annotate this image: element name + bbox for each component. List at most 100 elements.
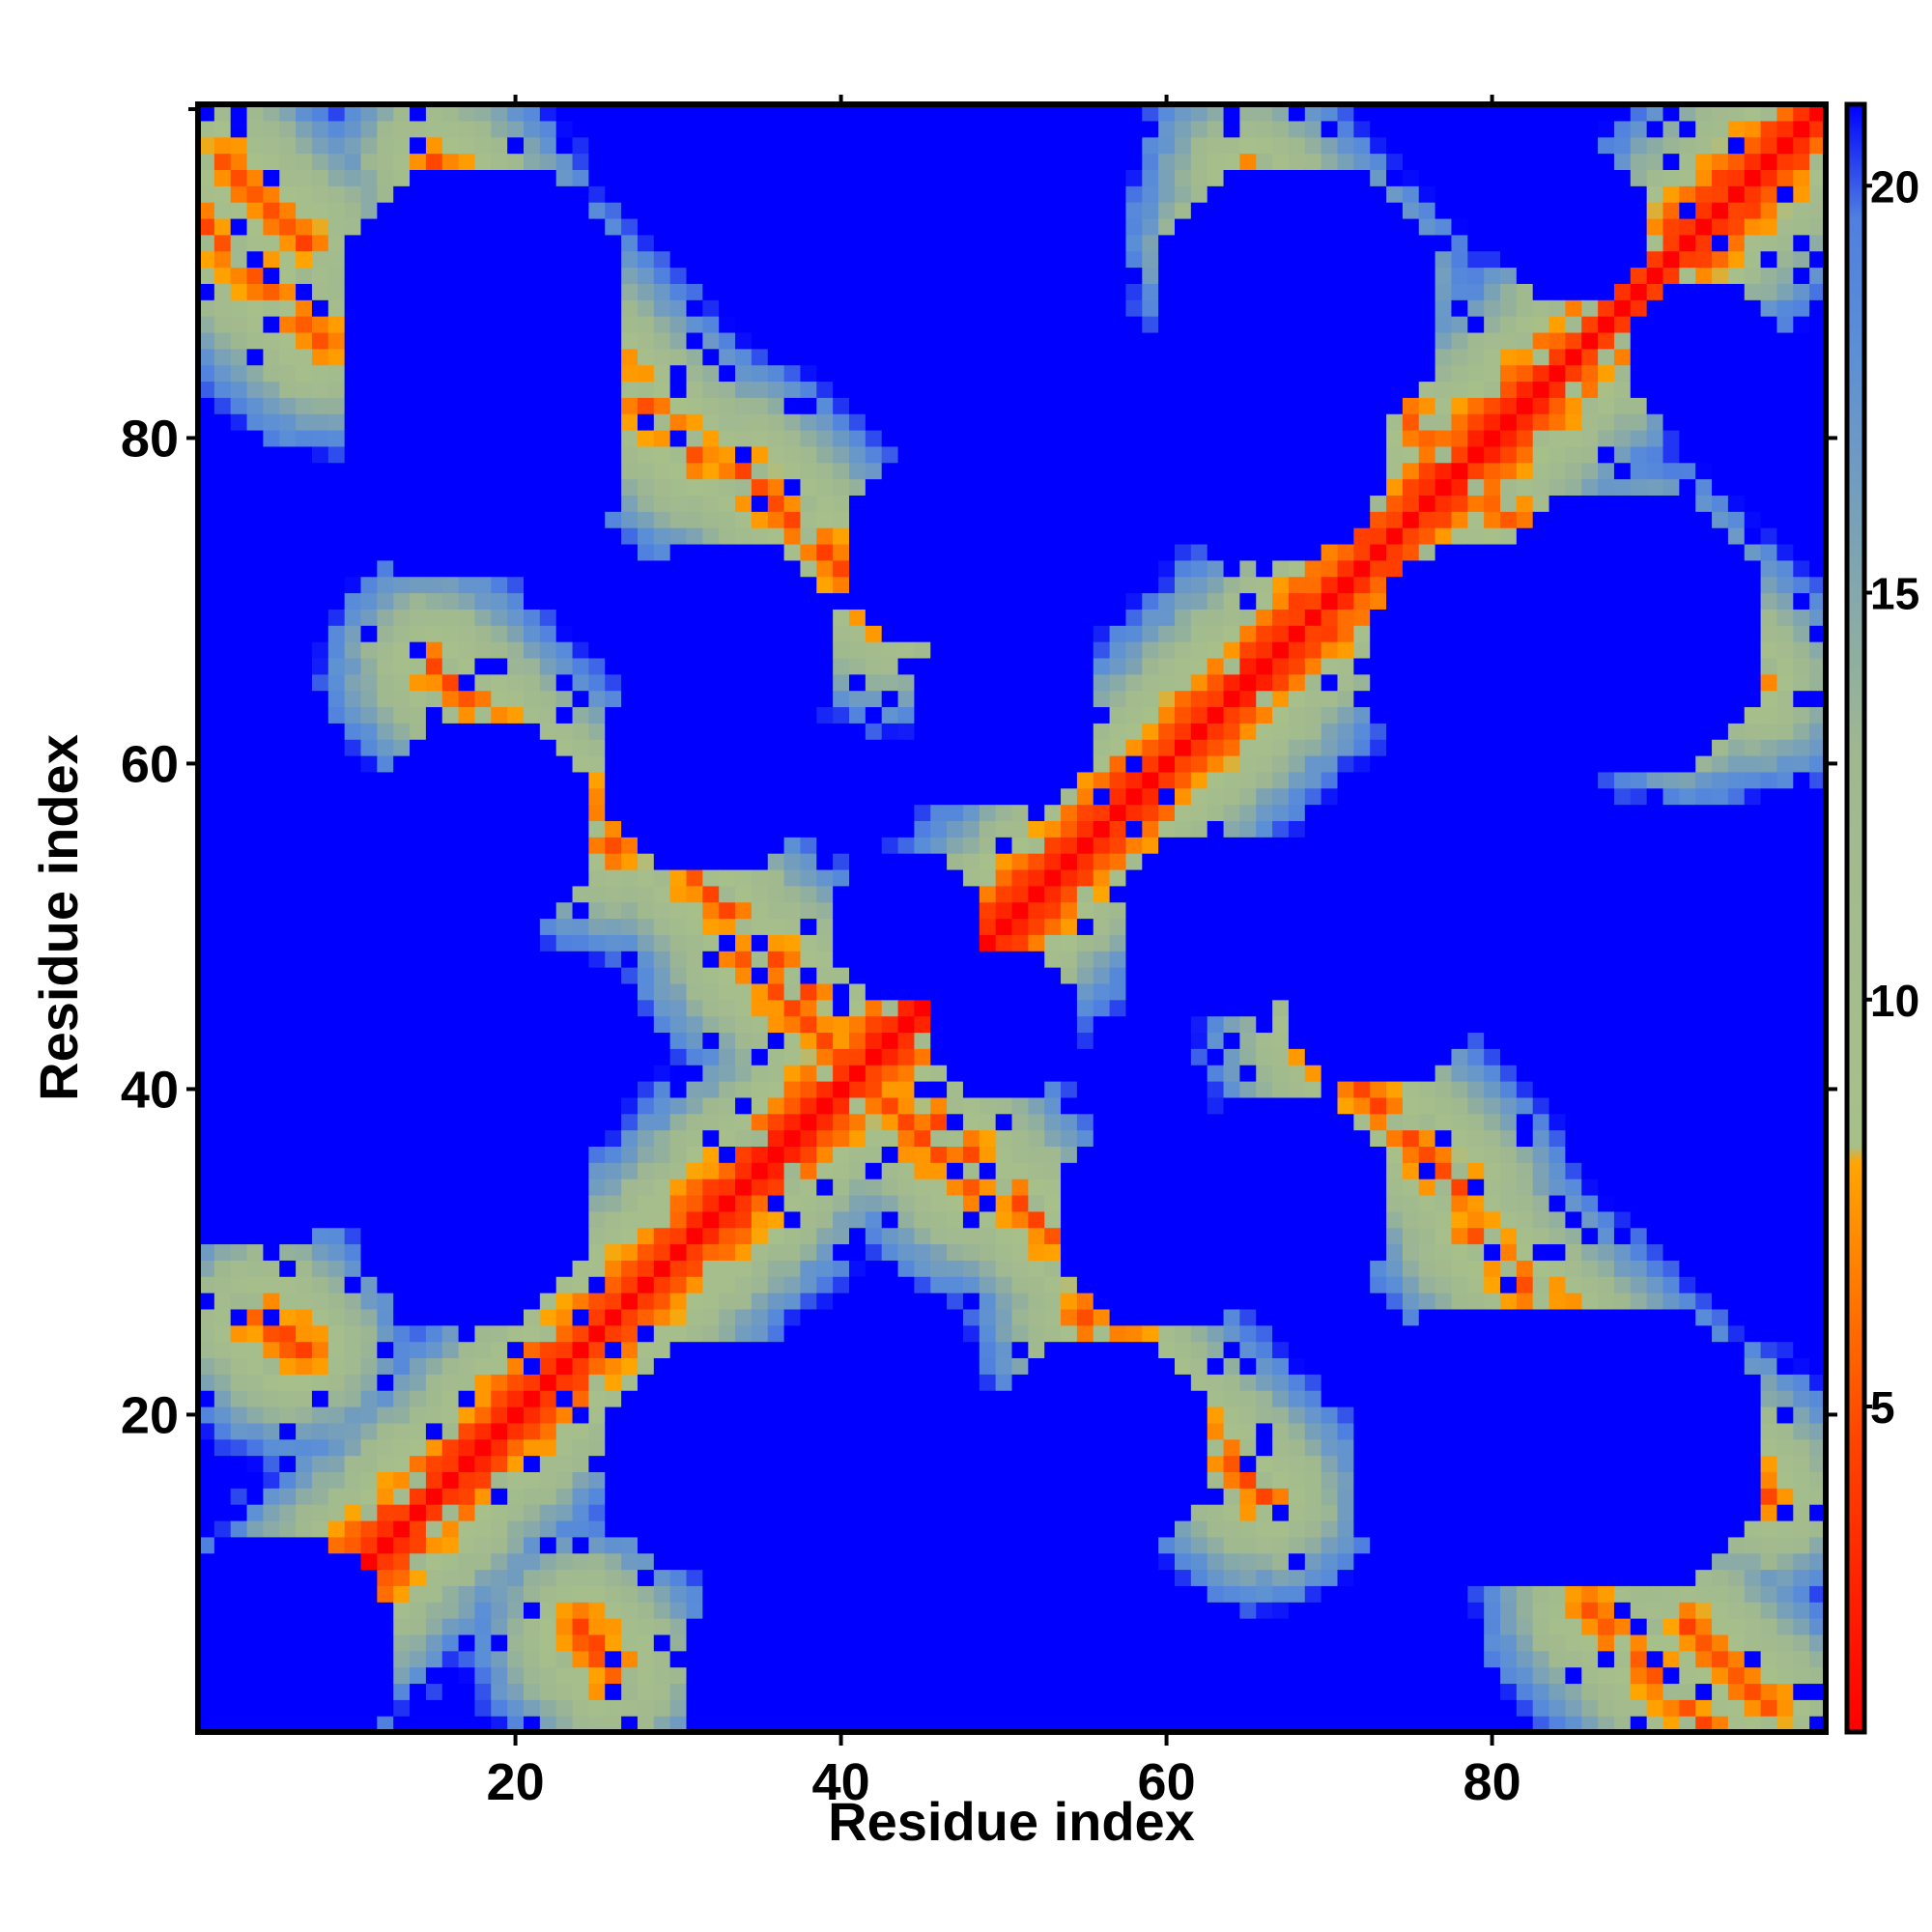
heatmap-cell [572,1634,589,1652]
heatmap-cell [360,153,378,170]
heatmap-cell [213,348,232,366]
heatmap-cell [213,1276,232,1293]
heatmap-cell [198,1455,215,1472]
heatmap-cell [605,1341,622,1359]
heatmap-cell [833,136,850,155]
heatmap-cell [865,1650,883,1668]
heatmap-cell [637,576,655,594]
heatmap-cell [507,967,525,984]
heatmap-cell [344,1048,362,1065]
heatmap-cell [441,1536,460,1554]
heatmap-cell [572,1227,589,1245]
heatmap-cell [719,673,736,692]
heatmap-cell [833,804,850,821]
heatmap-cell [344,1293,362,1310]
heatmap-cell [213,934,232,952]
heatmap-cell [425,1455,443,1472]
heatmap-cell [669,1520,688,1538]
heatmap-cell [833,1569,850,1586]
heatmap-cell [230,755,248,773]
heatmap-cell [669,885,688,903]
heatmap-cell [393,478,411,496]
heatmap-cell [474,1699,492,1717]
heatmap-cell [816,348,834,366]
heatmap-cell [555,1081,574,1098]
heatmap-cell [410,462,427,480]
heatmap-cell [865,592,883,610]
heatmap-cell [507,348,525,366]
heatmap-cell [311,136,329,155]
heatmap-cell [360,1227,378,1245]
heatmap-cell [897,1048,915,1065]
heatmap-cell [393,250,411,269]
heatmap-cell [539,837,557,854]
heatmap-cell [702,445,720,464]
heatmap-cell [686,868,703,887]
heatmap-cell [393,1699,411,1717]
heatmap-cell [524,1096,541,1115]
heatmap-cell [246,1374,264,1391]
heatmap-cell [524,1276,541,1293]
heatmap-cell [458,1210,476,1229]
heatmap-cell [279,837,297,854]
heatmap-cell [555,1096,574,1115]
heatmap-cell [539,592,557,610]
heatmap-cell [719,1374,736,1391]
heatmap-cell [947,543,964,561]
heatmap-cell [441,511,460,528]
heatmap-cell [947,999,964,1017]
heatmap-cell [491,1162,508,1179]
heatmap-cell [800,1015,817,1034]
heatmap-cell [702,1455,720,1472]
heatmap-cell [360,1324,378,1343]
heatmap-cell [865,1602,883,1619]
heatmap-cell [962,609,980,626]
heatmap-cell [474,641,492,659]
heatmap-cell [327,576,346,594]
heatmap-cell [327,1210,346,1229]
heatmap-cell [995,1406,1013,1424]
heatmap-cell [947,1260,964,1277]
heatmap-cell [947,511,964,528]
heatmap-cell [751,1341,769,1359]
heatmap-cell [572,413,589,431]
heatmap-cell [524,967,541,984]
heatmap-cell [230,527,248,545]
heatmap-cell [327,381,346,398]
heatmap-cell [849,1374,867,1391]
heatmap-cell [213,299,232,317]
heatmap-cell [702,657,720,675]
heatmap-cell [213,641,232,659]
heatmap-cell [621,169,639,186]
heatmap-cell [833,951,850,968]
heatmap-cell [524,1357,541,1375]
heatmap-cell [947,1194,964,1212]
heatmap-cell [327,1032,346,1049]
heatmap-cell [441,1455,460,1472]
heatmap-cell [246,1406,264,1424]
heatmap-cell [849,1504,867,1521]
heatmap-cell [947,364,964,383]
heatmap-cell [865,787,883,806]
heatmap-cell [246,169,264,186]
heatmap-cell [491,169,508,186]
heatmap-cell [572,153,589,170]
heatmap-cell [962,478,980,496]
heatmap-cell [914,1065,931,1082]
heatmap-cell [360,1552,378,1571]
heatmap-cell [979,723,997,740]
heatmap-cell [539,1129,557,1147]
heatmap-cell [588,234,606,252]
heatmap-cell [539,1179,557,1196]
heatmap-cell [995,430,1013,447]
heatmap-cell [279,299,297,317]
heatmap-cell [393,1536,411,1554]
heatmap-cell [979,853,997,870]
heatmap-cell [344,1032,362,1049]
heatmap-cell [686,901,703,920]
heatmap-cell [605,397,622,414]
heatmap-cell [914,1569,931,1586]
heatmap-cell [783,1504,802,1521]
heatmap-cell [962,690,980,708]
